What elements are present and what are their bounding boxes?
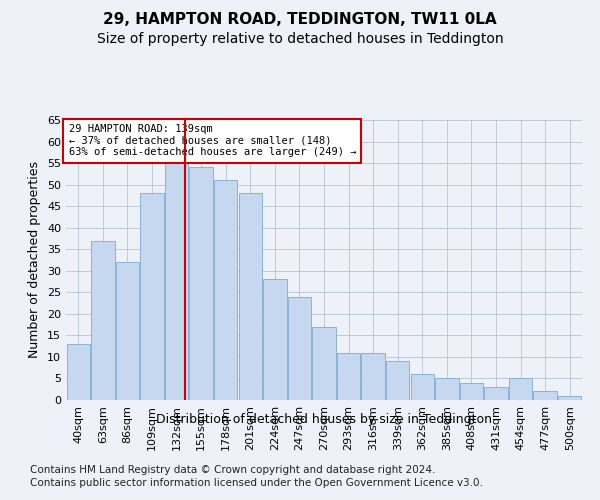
Bar xyxy=(435,378,458,400)
Text: 29, HAMPTON ROAD, TEDDINGTON, TW11 0LA: 29, HAMPTON ROAD, TEDDINGTON, TW11 0LA xyxy=(103,12,497,28)
Bar xyxy=(509,378,532,400)
Bar xyxy=(386,361,409,400)
Bar xyxy=(214,180,238,400)
Text: 29 HAMPTON ROAD: 139sqm
← 37% of detached houses are smaller (148)
63% of semi-d: 29 HAMPTON ROAD: 139sqm ← 37% of detache… xyxy=(68,124,356,158)
Bar xyxy=(165,163,188,400)
Bar xyxy=(484,387,508,400)
Y-axis label: Number of detached properties: Number of detached properties xyxy=(28,162,41,358)
Bar xyxy=(337,352,360,400)
Text: Distribution of detached houses by size in Teddington: Distribution of detached houses by size … xyxy=(156,412,492,426)
Bar xyxy=(288,296,311,400)
Bar xyxy=(361,352,385,400)
Bar xyxy=(263,280,287,400)
Bar xyxy=(460,383,483,400)
Bar xyxy=(140,193,164,400)
Text: Contains HM Land Registry data © Crown copyright and database right 2024.: Contains HM Land Registry data © Crown c… xyxy=(30,465,436,475)
Text: Contains public sector information licensed under the Open Government Licence v3: Contains public sector information licen… xyxy=(30,478,483,488)
Bar xyxy=(533,392,557,400)
Bar xyxy=(558,396,581,400)
Text: Size of property relative to detached houses in Teddington: Size of property relative to detached ho… xyxy=(97,32,503,46)
Bar xyxy=(91,240,115,400)
Bar xyxy=(239,193,262,400)
Bar xyxy=(116,262,139,400)
Bar xyxy=(190,168,213,400)
Bar xyxy=(313,327,335,400)
Bar xyxy=(67,344,90,400)
Bar xyxy=(410,374,434,400)
